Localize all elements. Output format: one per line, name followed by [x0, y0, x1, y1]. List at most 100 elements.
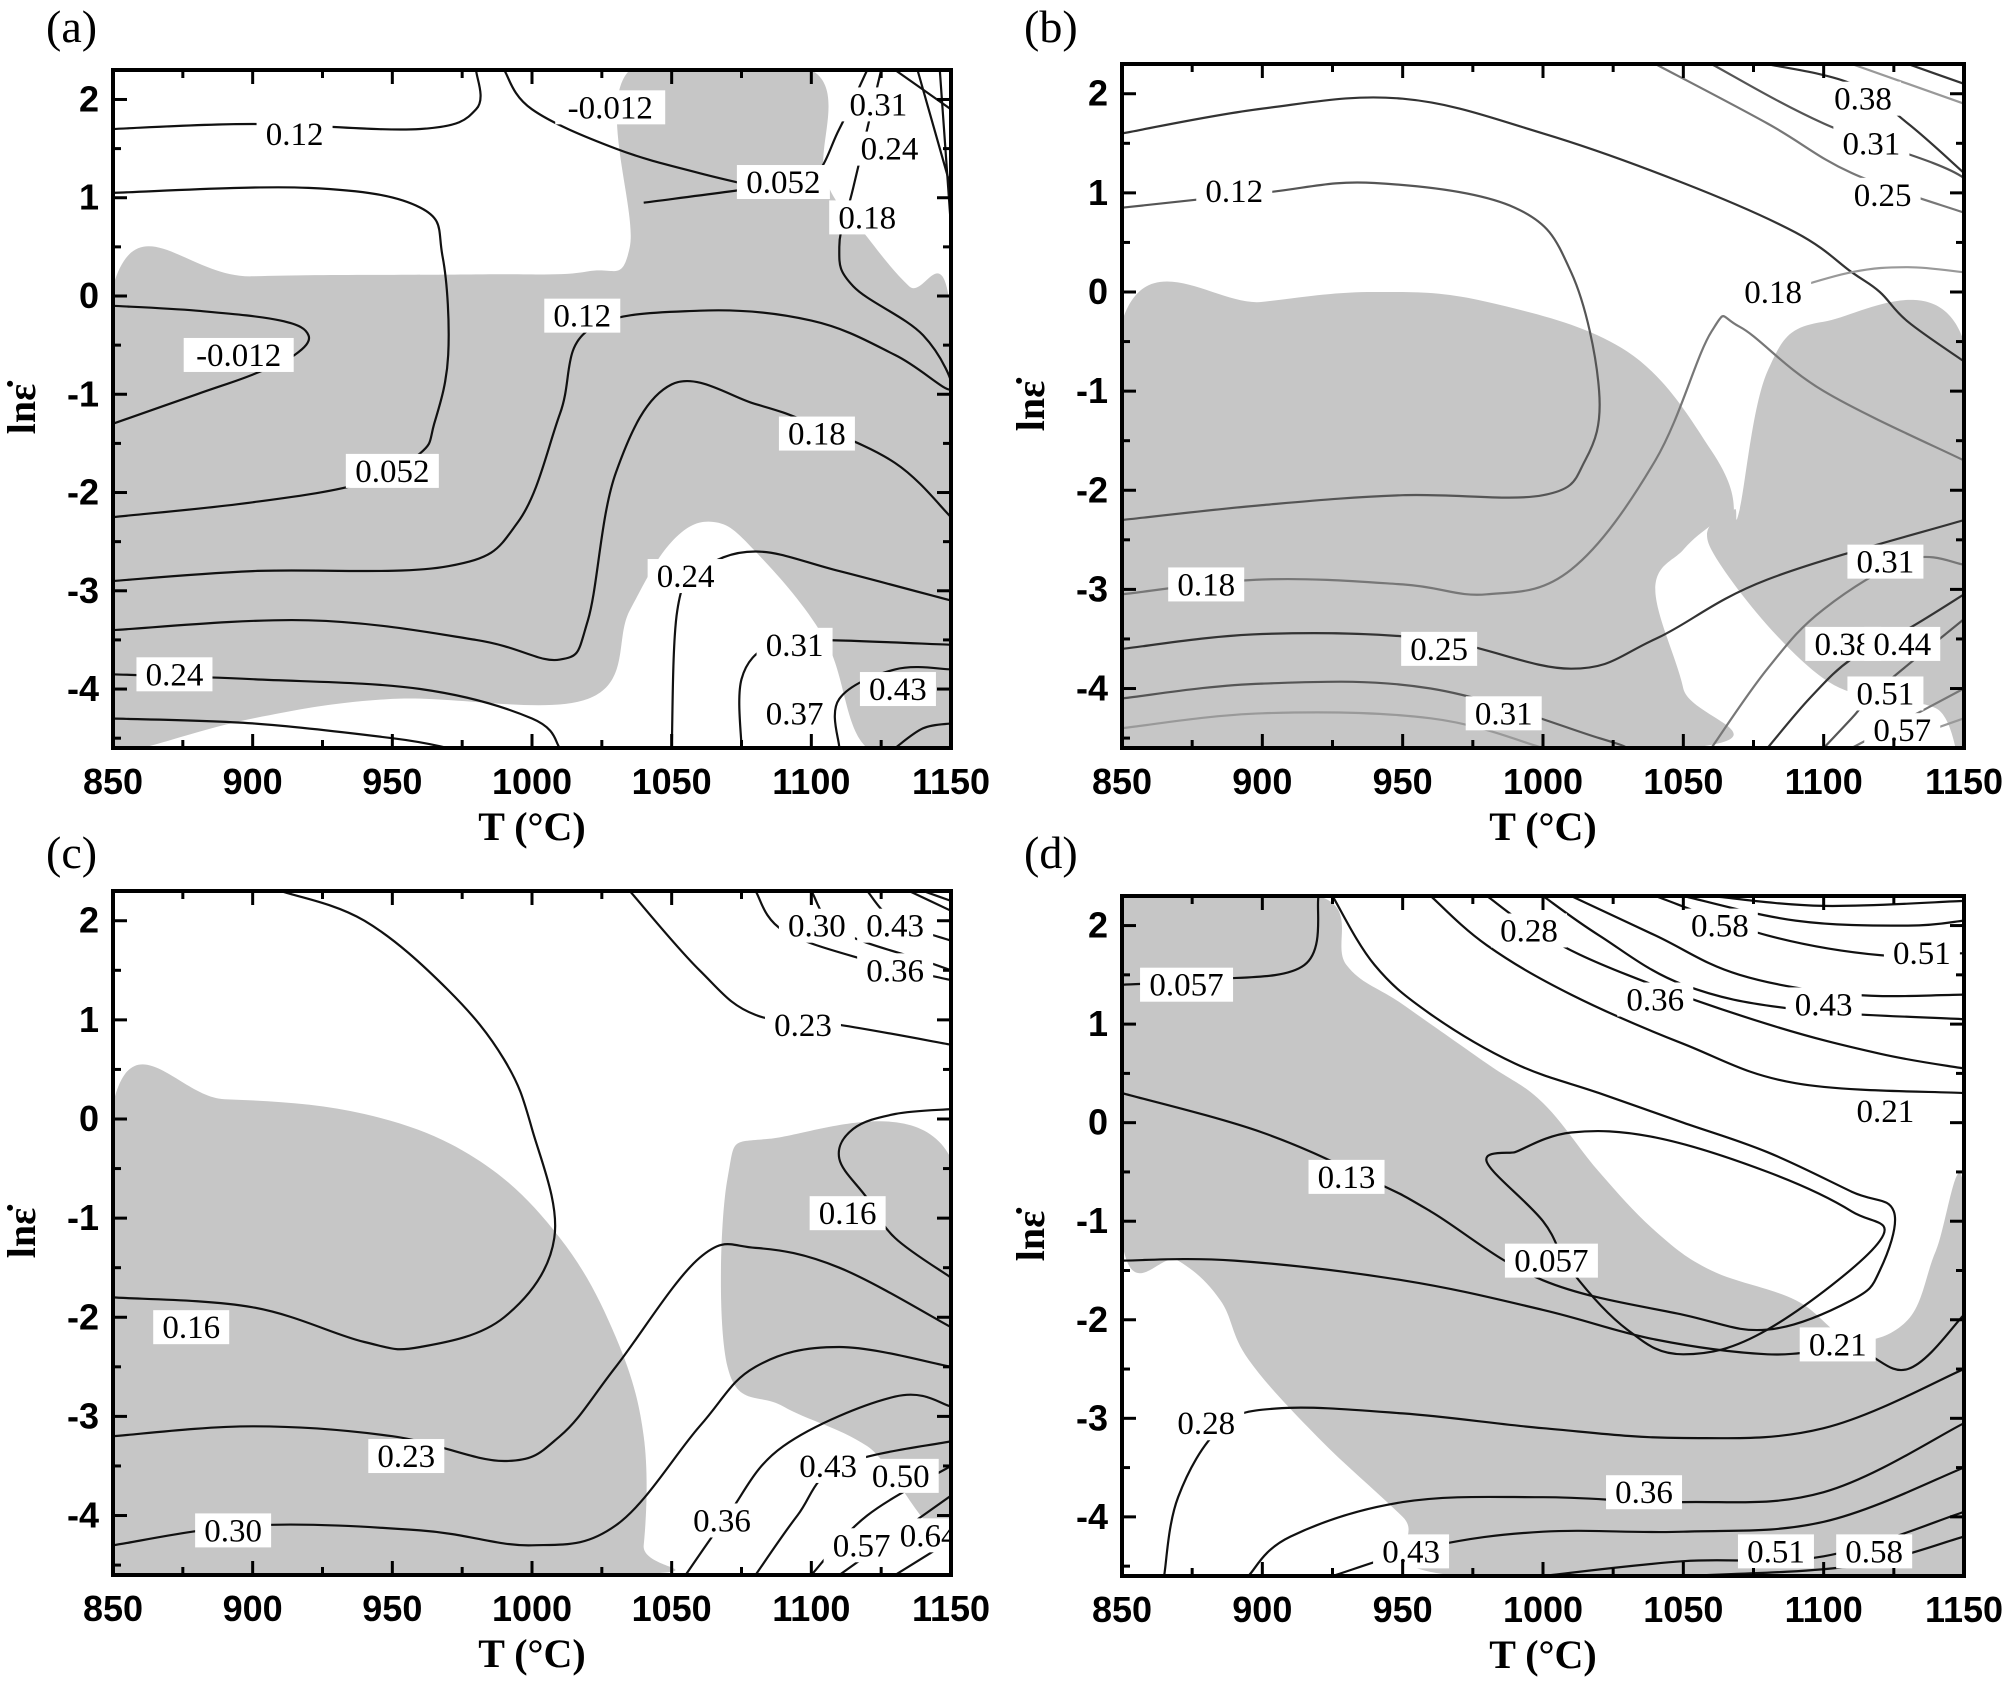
contour-label-background [368, 1439, 445, 1474]
y-tick-label: -1 [1076, 370, 1108, 411]
plot-area: 0.16 0.16 0.23 0.23 0.30 0.30 0.36 0.36 0.43 0.43… [113, 891, 958, 1575]
x-axis-title: T (°C) [1489, 1632, 1596, 1677]
panel-c: 0.16 0.16 0.23 0.23 0.30 0.30 0.36 0.36 0.43 0.43… [0, 827, 990, 1676]
plot-area: 0.12 -0.012 0.052 0.052 0.12 0.31 0.24 0.18 0.18… [113, 70, 951, 748]
y-tick-label: -2 [67, 472, 99, 513]
contour-label: 0.64 [900, 1518, 958, 1554]
contour-label: 0.51 [1893, 936, 1951, 972]
contour-label-background [1864, 626, 1941, 661]
x-axis-title: T (°C) [1489, 804, 1596, 849]
contour-label-background [1308, 1159, 1385, 1194]
contour-label: 0.24 [146, 657, 204, 693]
contour-label: 0.24 [861, 132, 919, 168]
contour-label: 0.12 [553, 299, 611, 335]
plot-area: 0.057 0.057 0.13 0.21 0.21 0.28 0.28 0.36 0.36 0.… [1122, 896, 1964, 1576]
contour-label-background [851, 131, 928, 166]
x-tick-label: 900 [223, 1588, 283, 1629]
contour-label-background [1824, 81, 1901, 116]
contour-line [113, 186, 450, 519]
plot-area: 0.120.180.180.250.310.310.38 0.440.510.57… [1122, 64, 1964, 749]
contour-line [1122, 896, 1897, 1332]
contour-label-background [544, 298, 621, 333]
contour-label: 0.21 [1809, 1327, 1867, 1363]
contour-label: 0.16 [162, 1310, 220, 1346]
contour-label-background [1681, 908, 1758, 943]
contour-label: 0.18 [838, 200, 896, 236]
y-tick-label: 1 [1088, 1003, 1108, 1044]
contour-line [1122, 315, 1964, 596]
contour-label: 0.23 [377, 1439, 435, 1475]
contour-label: 0.25 [1854, 178, 1912, 214]
instability-region [1122, 896, 1964, 1576]
panel-letter: (b) [1024, 1, 1078, 52]
contour-label: 0.12 [266, 117, 324, 153]
panel-letter: (c) [46, 827, 97, 878]
contour-label: 0.38 [1814, 627, 1872, 663]
x-axis-title: T (°C) [478, 804, 585, 849]
contour-label-background [1465, 696, 1542, 731]
contour-label-background [840, 87, 917, 122]
contour-label: 0.28 [1500, 913, 1558, 949]
x-axis-title: T (°C) [478, 1631, 585, 1676]
instability-region [720, 1121, 951, 1531]
contour-line [1907, 64, 1964, 85]
contour-label: 0.38 [1834, 82, 1892, 118]
y-tick-label: -4 [1076, 668, 1108, 709]
contour-label-background [195, 1513, 272, 1548]
contour-label: 0.18 [1744, 275, 1802, 311]
y-tick-label: -1 [67, 373, 99, 414]
y-axis-title: lnε̇ [1008, 378, 1053, 431]
contour-label-background [778, 416, 855, 451]
contour-label: 0.18 [788, 417, 846, 453]
y-tick-label: -4 [1076, 1496, 1108, 1537]
contour-line [837, 1108, 951, 1279]
contour-line [1542, 896, 1964, 1021]
y-tick-label: -3 [67, 570, 99, 611]
contour-label: 0.31 [1475, 696, 1533, 732]
contour-label-background [736, 165, 830, 200]
x-tick-label: 1100 [772, 1588, 850, 1629]
contour-label: 0.58 [1691, 909, 1749, 945]
y-tick-label: 0 [1088, 271, 1108, 312]
contour-label-background [1504, 1243, 1598, 1278]
y-tick-label: -2 [1076, 469, 1108, 510]
y-tick-label: 1 [1088, 172, 1108, 213]
contour-label-background [183, 337, 294, 372]
x-tick-label: 1150 [1925, 1589, 2003, 1630]
x-tick-label: 950 [1373, 761, 1433, 802]
panel-d: 0.057 0.057 0.13 0.21 0.21 0.28 0.28 0.36 0.36 0.… [1008, 827, 2003, 1677]
contour-label-background [136, 657, 213, 692]
x-tick-label: 1050 [632, 761, 712, 802]
contour-label-background [1737, 1534, 1814, 1569]
contour-line [1851, 64, 1964, 105]
instability-region [113, 70, 951, 748]
contour-label-background [859, 672, 936, 707]
instability-region [1707, 299, 1964, 748]
x-tick-label: 1100 [772, 761, 850, 802]
x-tick-label: 1000 [492, 761, 572, 802]
contour-label-background [809, 1196, 886, 1231]
contour-label-background [1373, 1534, 1450, 1569]
contour-label: 0.052 [746, 165, 820, 201]
x-tick-label: 1150 [912, 761, 990, 802]
x-tick-label: 900 [1232, 761, 1292, 802]
contour-label-background [1883, 936, 1960, 971]
contour-line [670, 550, 951, 748]
panel-letter: (a) [46, 1, 97, 52]
contour-label: 0.57 [1873, 713, 1931, 749]
contour-label-background [1844, 177, 1921, 212]
y-tick-label: 0 [79, 275, 99, 316]
contour-label: 0.37 [766, 697, 824, 733]
contour-label-background [647, 559, 724, 594]
x-tick-label: 850 [1092, 1589, 1152, 1630]
contour-line [1122, 1257, 1964, 1372]
x-tick-label: 950 [1373, 1589, 1433, 1630]
contour-label: 0.16 [819, 1196, 877, 1232]
contour-line [113, 717, 449, 748]
contour-label: 0.36 [693, 1503, 751, 1539]
contour-line [754, 1440, 951, 1575]
contour-label: 0.58 [1845, 1534, 1903, 1570]
contour-label-background [862, 1458, 939, 1493]
contour-label-background [857, 908, 934, 943]
contour-line [113, 70, 951, 583]
